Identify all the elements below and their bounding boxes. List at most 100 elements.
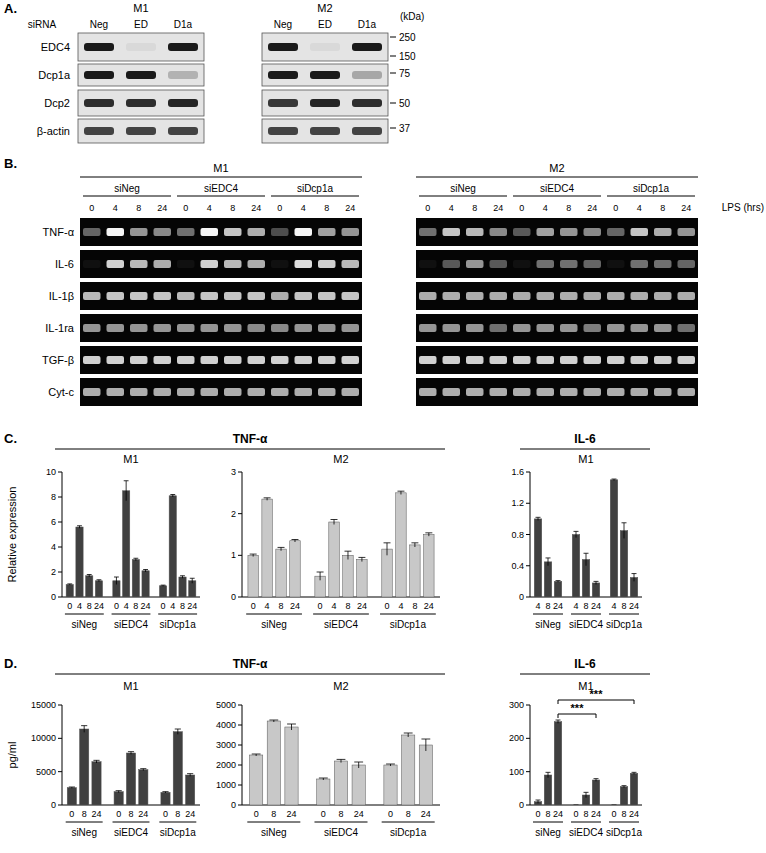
y-tick xyxy=(238,805,242,806)
significance-bracket xyxy=(558,700,634,704)
marker-tick xyxy=(390,128,396,129)
gel-strip xyxy=(416,218,698,246)
protein-label: Dcp2 xyxy=(44,97,70,109)
plot-area xyxy=(248,491,434,597)
error-cap xyxy=(170,494,175,495)
error-line xyxy=(538,800,539,803)
y-tick xyxy=(526,597,530,598)
group-rule xyxy=(158,614,197,615)
tick-label: 100 xyxy=(509,767,524,777)
error-bar xyxy=(622,523,627,539)
gel-strip xyxy=(80,378,362,406)
bar xyxy=(179,577,186,597)
group-label: siNeg xyxy=(450,183,476,194)
error-cap xyxy=(67,583,72,584)
error-bar xyxy=(358,557,365,561)
marker-label: 50 xyxy=(399,98,411,109)
gel-band xyxy=(318,260,336,268)
gel-band xyxy=(443,356,461,364)
group-header: M1 xyxy=(133,2,148,14)
tick-label: 0 xyxy=(51,592,56,602)
error-line xyxy=(538,517,539,520)
error-line xyxy=(634,574,635,582)
gel-band xyxy=(107,260,125,268)
time-label: 0 xyxy=(183,203,188,213)
error-bar xyxy=(162,792,168,793)
gel-band xyxy=(177,292,195,300)
significance-bracket xyxy=(558,714,596,718)
bar xyxy=(317,779,330,805)
gel-strip xyxy=(416,346,698,374)
chart: IL-6M100.40.81.21.64824siNeg4824siEDC448… xyxy=(511,432,650,630)
error-cap xyxy=(536,800,541,801)
chart-subtitle: M2 xyxy=(333,680,348,692)
blot-band xyxy=(168,99,198,107)
chart: C.Relative expressionTNF-αM1024681004824… xyxy=(4,431,445,630)
bar xyxy=(267,721,280,805)
category-label: 0 xyxy=(251,601,256,611)
category-label: 24 xyxy=(357,601,367,611)
gel-band xyxy=(419,292,437,300)
error-bar xyxy=(69,787,75,788)
panel-label: D. xyxy=(4,656,17,671)
error-bar xyxy=(317,572,324,580)
y-tick xyxy=(58,497,62,498)
bar xyxy=(554,722,562,805)
time-label: 24 xyxy=(681,203,691,213)
bar xyxy=(161,792,170,805)
time-label: 0 xyxy=(277,203,282,213)
category-label: 4 xyxy=(124,601,129,611)
category-label: 24 xyxy=(354,809,364,819)
category-label: 8 xyxy=(180,601,185,611)
bracket-leg xyxy=(634,700,635,704)
gel-band xyxy=(295,388,313,396)
gel-band xyxy=(130,228,148,236)
gel-strip xyxy=(80,314,362,342)
error-line xyxy=(586,792,587,797)
bar xyxy=(122,491,129,597)
time-label: 4 xyxy=(301,203,306,213)
bar xyxy=(544,562,552,597)
category-label: 4 xyxy=(170,601,175,611)
y-axis xyxy=(242,705,243,805)
category-label: 8 xyxy=(545,601,550,611)
significance-label: *** xyxy=(571,702,585,714)
gel-band xyxy=(654,228,672,236)
chart-subtitle: M1 xyxy=(123,680,138,692)
bar xyxy=(248,555,258,597)
error-bar xyxy=(252,754,261,756)
gel-band xyxy=(295,260,313,268)
blot-band xyxy=(352,127,382,135)
chart-subtitle: M1 xyxy=(578,453,593,465)
gel-band xyxy=(584,292,602,300)
group-header: M2 xyxy=(317,2,332,14)
gel-band xyxy=(83,324,101,332)
gel-band xyxy=(271,356,289,364)
gel-band xyxy=(490,292,508,300)
bar xyxy=(285,727,298,805)
gel-band xyxy=(654,356,672,364)
gel-strip xyxy=(80,250,362,278)
category-label: 0 xyxy=(535,809,540,819)
group-rule xyxy=(419,196,507,197)
bar xyxy=(159,586,166,597)
y-axis xyxy=(242,472,243,597)
blot-band xyxy=(84,43,114,51)
chart: D.pg/mlTNF-αM10500010000150000824siNeg08… xyxy=(4,656,445,838)
time-label: 8 xyxy=(566,203,571,213)
error-cap xyxy=(269,720,278,721)
category-label: 0 xyxy=(161,601,166,611)
y-tick xyxy=(526,534,530,535)
group-label: siNeg xyxy=(535,619,561,630)
error-cap xyxy=(632,772,637,773)
blot-band xyxy=(168,71,198,79)
tick-label: 1 xyxy=(231,550,236,560)
category-label: 0 xyxy=(254,809,259,819)
title-rule xyxy=(520,674,650,675)
error-cap xyxy=(358,557,365,558)
y-tick xyxy=(526,503,530,504)
tick-label: 0.8 xyxy=(511,530,524,540)
chart: M20100020003000400050000824siNeg0824siED… xyxy=(216,680,440,838)
group-label: siNeg xyxy=(261,827,287,838)
tick-label: 0 xyxy=(519,592,524,602)
